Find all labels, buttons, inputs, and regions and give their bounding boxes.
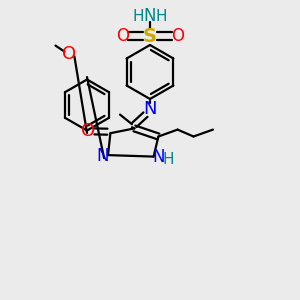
Text: N: N xyxy=(143,100,157,118)
Text: N: N xyxy=(96,147,109,165)
Text: O: O xyxy=(62,45,76,63)
Text: O: O xyxy=(81,122,96,140)
Text: N: N xyxy=(153,148,165,166)
Text: H: H xyxy=(133,9,144,24)
Text: H: H xyxy=(162,152,174,167)
Text: S: S xyxy=(143,26,157,46)
Text: O: O xyxy=(116,27,129,45)
Text: H: H xyxy=(156,9,167,24)
Text: O: O xyxy=(171,27,184,45)
Text: N: N xyxy=(144,7,156,25)
